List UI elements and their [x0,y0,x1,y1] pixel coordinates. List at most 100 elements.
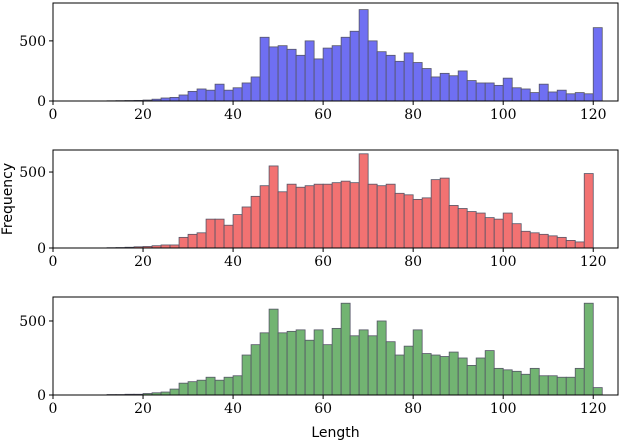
bar [340,302,351,396]
axes-frame [52,2,619,102]
x-tick-label: 100 [490,254,517,270]
bar [304,40,315,102]
bar [358,153,369,249]
bar [520,230,531,249]
bar [529,92,540,102]
bar [295,329,306,396]
bar [430,179,441,249]
bar [529,367,540,396]
bar [169,388,180,396]
bar [412,329,423,396]
bar [448,75,459,102]
bar [367,40,378,102]
x-tick-label: 0 [49,107,58,123]
bar [277,45,288,102]
bar [196,232,207,249]
bar [232,214,243,249]
bar [178,382,189,396]
y-tick-label: 0 [37,241,46,257]
bar [511,87,522,102]
bar [574,92,585,102]
bar [169,96,180,102]
bar [403,194,414,249]
bar [448,205,459,249]
bar [556,89,567,102]
bar [457,357,468,396]
bar [259,332,270,396]
bar [232,375,243,396]
bar [475,212,486,249]
x-tick-label: 120 [580,401,607,417]
bar [286,330,297,396]
bar [241,354,252,396]
bar [250,195,261,249]
bar [457,208,468,249]
bar [412,62,423,102]
bar [565,240,576,249]
axes-frame [52,296,619,396]
bar [439,72,450,102]
bar [430,354,441,396]
y-tick-label: 500 [19,165,46,181]
bar [331,45,342,102]
bar [340,36,351,102]
bar [403,345,414,396]
bar [214,83,225,102]
bar [574,241,585,249]
bar [493,218,504,249]
axes-frame [52,149,619,249]
bar [502,212,513,249]
bar [394,192,405,249]
bar [592,387,603,396]
bar [376,51,387,102]
x-tick-label: 100 [490,107,517,123]
bar [385,341,396,396]
x-tick-label: 80 [404,401,422,417]
bar [394,60,405,102]
bar [376,185,387,249]
bar [475,82,486,102]
bar [394,354,405,396]
bar [187,381,198,396]
bar [547,235,558,249]
bar [286,183,297,249]
bar [484,82,495,102]
bar [241,206,252,249]
bar [187,90,198,102]
bar [520,373,531,396]
x-tick-label: 60 [314,401,332,417]
bar [421,353,432,396]
bar [565,93,576,102]
bar [232,87,243,102]
bar [457,70,468,102]
bar [205,89,216,102]
bar [538,83,549,102]
bar [565,376,576,396]
bar [547,375,558,396]
bar [223,89,234,102]
bar [376,320,387,396]
bar [295,54,306,102]
bar [475,357,486,396]
bar [259,185,270,249]
bar [196,88,207,102]
bar [412,198,423,249]
bar [367,335,378,396]
x-tick-label: 100 [490,401,517,417]
bar [466,364,477,396]
bar [511,370,522,396]
x-tick-label: 40 [224,401,242,417]
bar [592,27,603,102]
bar [196,379,207,396]
x-tick-label: 120 [580,254,607,270]
bar [187,233,198,249]
bar [430,76,441,102]
bar [313,58,324,102]
bar [205,376,216,396]
x-tick-label: 20 [134,401,152,417]
bar [583,302,594,396]
bar [313,183,324,249]
bar [259,36,270,102]
bar [214,218,225,249]
